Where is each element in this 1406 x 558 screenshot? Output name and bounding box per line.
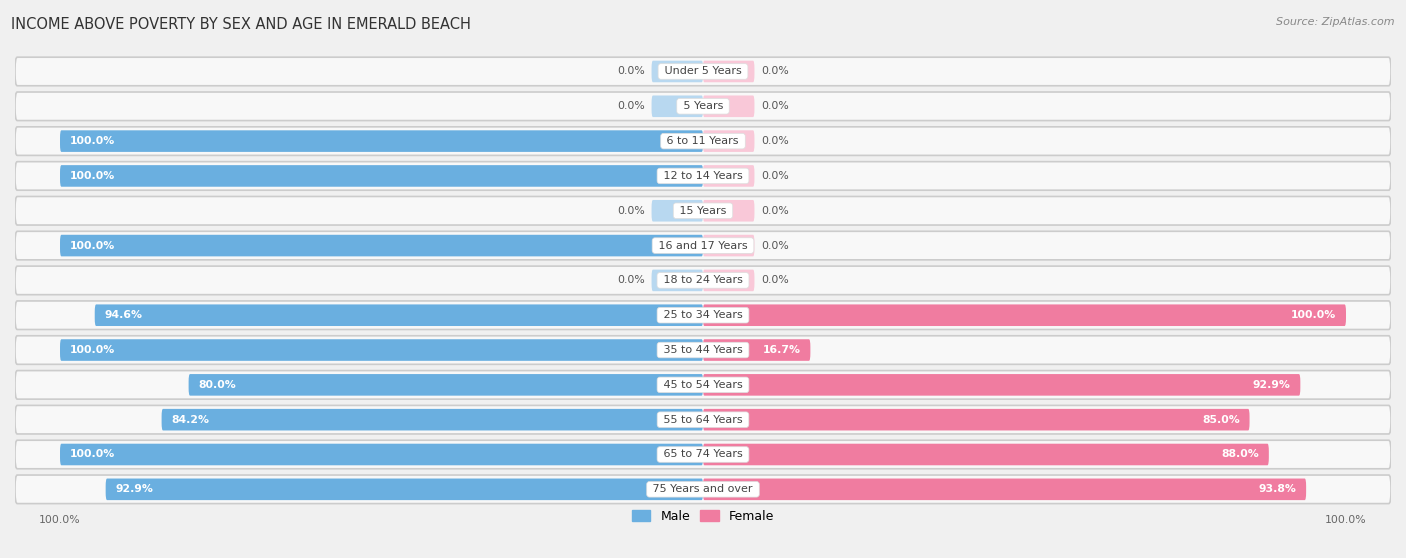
FancyBboxPatch shape [15,440,1391,469]
Text: INCOME ABOVE POVERTY BY SEX AND AGE IN EMERALD BEACH: INCOME ABOVE POVERTY BY SEX AND AGE IN E… [11,17,471,32]
FancyBboxPatch shape [15,371,1391,399]
Text: 12 to 14 Years: 12 to 14 Years [659,171,747,181]
FancyBboxPatch shape [703,200,755,222]
Text: 45 to 54 Years: 45 to 54 Years [659,380,747,390]
Text: 0.0%: 0.0% [617,206,645,216]
FancyBboxPatch shape [15,162,1391,190]
FancyBboxPatch shape [188,374,703,396]
Text: 100.0%: 100.0% [70,450,115,459]
Text: 16 and 17 Years: 16 and 17 Years [655,240,751,251]
FancyBboxPatch shape [15,336,1391,364]
FancyBboxPatch shape [15,301,1391,329]
Text: 0.0%: 0.0% [617,66,645,76]
FancyBboxPatch shape [703,305,1346,326]
Text: 0.0%: 0.0% [617,276,645,285]
FancyBboxPatch shape [15,127,1391,155]
FancyBboxPatch shape [60,235,703,256]
FancyBboxPatch shape [703,339,810,361]
Text: 92.9%: 92.9% [1253,380,1291,390]
FancyBboxPatch shape [15,57,1391,86]
FancyBboxPatch shape [703,235,755,256]
Text: 100.0%: 100.0% [70,136,115,146]
Text: 25 to 34 Years: 25 to 34 Years [659,310,747,320]
FancyBboxPatch shape [15,232,1391,260]
Text: 0.0%: 0.0% [761,102,789,111]
FancyBboxPatch shape [15,196,1391,225]
Text: 18 to 24 Years: 18 to 24 Years [659,276,747,285]
Text: Source: ZipAtlas.com: Source: ZipAtlas.com [1277,17,1395,27]
FancyBboxPatch shape [703,444,1268,465]
FancyBboxPatch shape [703,270,755,291]
Text: 0.0%: 0.0% [761,206,789,216]
FancyBboxPatch shape [703,479,1306,500]
Text: 0.0%: 0.0% [761,136,789,146]
FancyBboxPatch shape [651,95,703,117]
Text: 94.6%: 94.6% [104,310,142,320]
FancyBboxPatch shape [105,479,703,500]
FancyBboxPatch shape [60,165,703,187]
FancyBboxPatch shape [162,409,703,430]
FancyBboxPatch shape [60,444,703,465]
FancyBboxPatch shape [703,409,1250,430]
Text: 55 to 64 Years: 55 to 64 Years [659,415,747,425]
Text: 0.0%: 0.0% [761,240,789,251]
Text: 6 to 11 Years: 6 to 11 Years [664,136,742,146]
Text: 0.0%: 0.0% [761,276,789,285]
FancyBboxPatch shape [94,305,703,326]
Text: 85.0%: 85.0% [1202,415,1240,425]
FancyBboxPatch shape [15,406,1391,434]
FancyBboxPatch shape [703,61,755,82]
FancyBboxPatch shape [651,270,703,291]
Text: 5 Years: 5 Years [679,102,727,111]
Text: 100.0%: 100.0% [70,240,115,251]
FancyBboxPatch shape [651,61,703,82]
FancyBboxPatch shape [703,165,755,187]
Text: 93.8%: 93.8% [1258,484,1296,494]
Text: 0.0%: 0.0% [761,171,789,181]
Text: 84.2%: 84.2% [172,415,209,425]
FancyBboxPatch shape [15,475,1391,504]
Text: 65 to 74 Years: 65 to 74 Years [659,450,747,459]
FancyBboxPatch shape [651,200,703,222]
Text: 15 Years: 15 Years [676,206,730,216]
Text: 100.0%: 100.0% [1291,310,1336,320]
Text: 35 to 44 Years: 35 to 44 Years [659,345,747,355]
Text: Under 5 Years: Under 5 Years [661,66,745,76]
Text: 75 Years and over: 75 Years and over [650,484,756,494]
Text: 80.0%: 80.0% [198,380,236,390]
Text: 100.0%: 100.0% [70,171,115,181]
FancyBboxPatch shape [60,131,703,152]
FancyBboxPatch shape [60,339,703,361]
FancyBboxPatch shape [703,374,1301,396]
FancyBboxPatch shape [15,266,1391,295]
Text: 92.9%: 92.9% [115,484,153,494]
Text: 100.0%: 100.0% [70,345,115,355]
Text: 0.0%: 0.0% [761,66,789,76]
FancyBboxPatch shape [703,95,755,117]
Text: 16.7%: 16.7% [762,345,801,355]
FancyBboxPatch shape [703,131,755,152]
Text: 0.0%: 0.0% [617,102,645,111]
FancyBboxPatch shape [15,92,1391,121]
Legend: Male, Female: Male, Female [627,504,779,528]
Text: 88.0%: 88.0% [1222,450,1260,459]
